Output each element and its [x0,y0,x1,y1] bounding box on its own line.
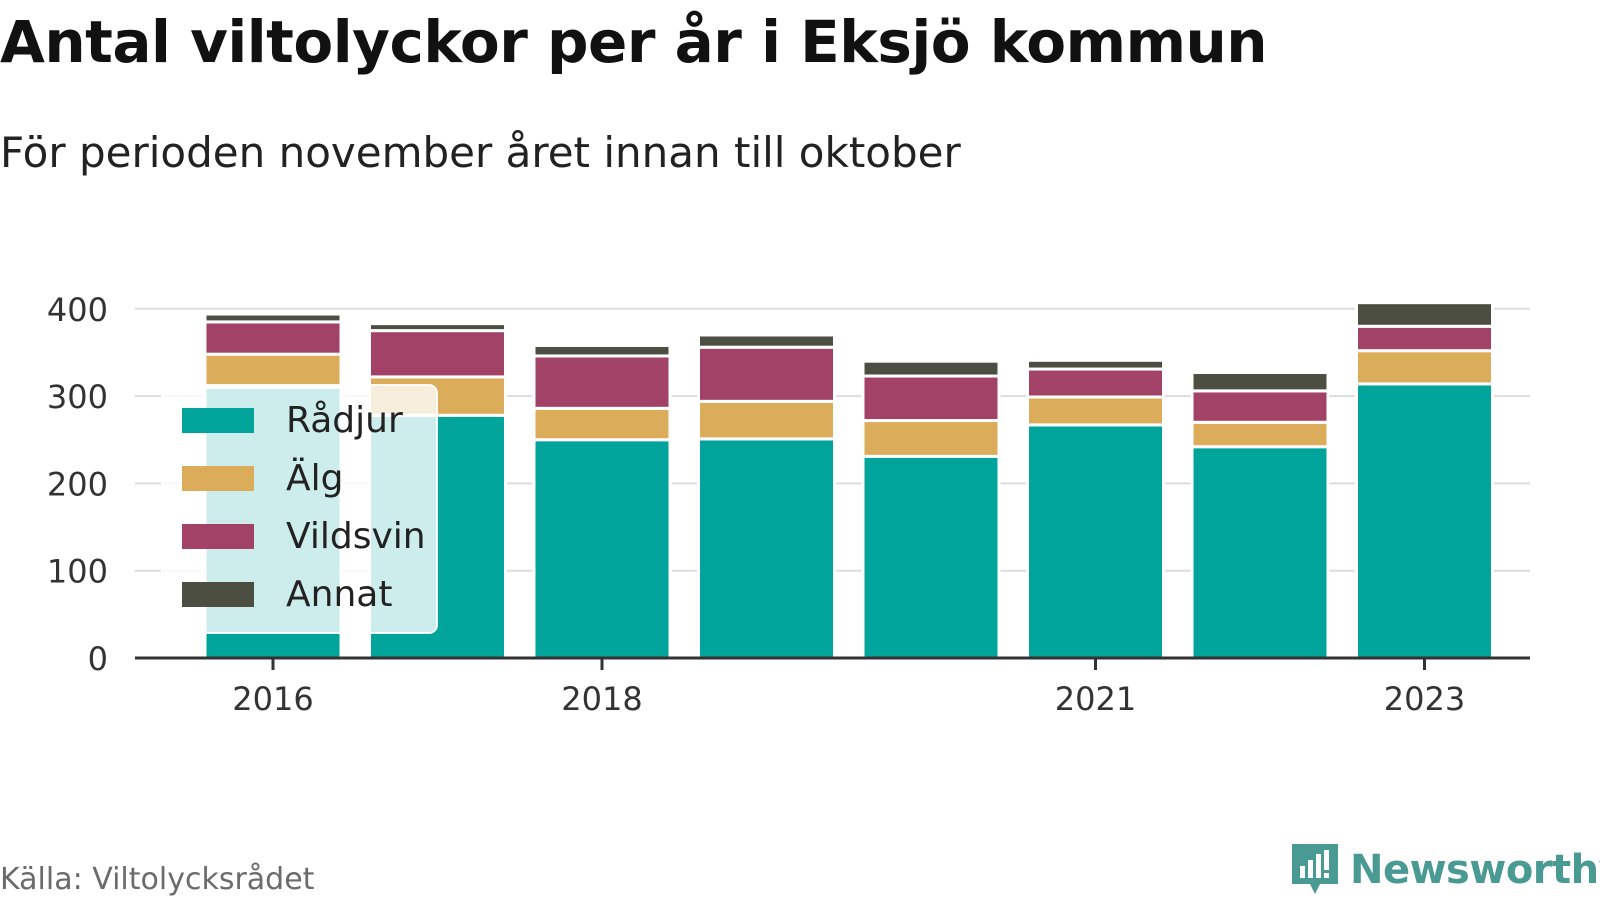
bar-rådjur-2019 [697,437,836,660]
bar-annat-2018 [532,343,672,358]
bar-stack-2021 [1026,358,1165,660]
bar-älg-2023 [1355,349,1494,386]
bar-annat-2016 [203,312,343,324]
bar-stack-2023 [1355,301,1494,660]
bar-älg-2018 [532,406,672,442]
bar-vildsvin-2018 [532,354,672,410]
y-tick-label-100: 100 [47,553,108,591]
legend-swatch-vildsvin [182,524,254,549]
bar-rådjur-2022 [1190,445,1330,660]
legend-label-rådjur: Rådjur [286,400,403,441]
legend-label-vildsvin: Vildsvin [286,516,426,557]
brand-logo: Newsworthy [1290,842,1600,898]
legend-swatch-rådjur [182,408,254,433]
bar-vildsvin-2023 [1355,324,1494,353]
y-tick-label-300: 300 [47,378,108,416]
bar-annat-2017 [368,322,507,333]
bar-älg-2016 [203,352,343,389]
legend-label-annat: Annat [286,574,392,615]
legend-swatch-annat [182,582,254,607]
bar-rådjur-2021 [1026,423,1165,660]
bar-vildsvin-2022 [1190,389,1330,424]
chart-subtitle: För perioden november året innan till ok… [0,128,961,177]
legend-box [161,384,438,634]
bar-annat-2019 [697,333,836,349]
bar-stack-2018 [532,343,672,660]
x-tick-label-2016: 2016 [232,680,313,718]
bar-rådjur-2018 [532,438,672,660]
bar-älg-2022 [1190,420,1330,449]
bar-annat-2022 [1190,371,1330,393]
bar-älg-2019 [697,399,836,441]
x-tick-label-2018: 2018 [561,680,642,718]
bar-vildsvin-2017 [368,329,507,379]
bar-rådjur-2023 [1355,382,1494,660]
brand-name: Newsworthy [1350,847,1600,893]
newsworthy-logo-icon [1292,844,1338,894]
legend: Rådjur Älg Vildsvin Annat [161,384,438,634]
bar-vildsvin-2016 [203,320,343,356]
bar-vildsvin-2020 [861,374,1001,423]
source-note: Källa: Viltolycksrådet [0,862,315,897]
bar-annat-2020 [861,359,1001,378]
bar-älg-2020 [861,419,1001,458]
bar-annat-2023 [1355,301,1494,328]
bar-älg-2021 [1026,395,1165,427]
x-tick-label-2023: 2023 [1384,680,1465,718]
bar-vildsvin-2021 [1026,367,1165,399]
bar-stack-2020 [861,359,1001,660]
axes: 0 100 200 300 400 2016 2018 2021 2023 [47,291,1530,718]
bar-stack-2019 [697,333,836,660]
y-tick-label-0: 0 [88,640,108,678]
x-tick-label-2021: 2021 [1055,680,1136,718]
bar-annat-2021 [1026,358,1165,371]
chart-title: Antal viltolyckor per år i Eksjö kommun [0,8,1268,76]
bar-vildsvin-2019 [697,345,836,403]
y-tick-label-200: 200 [47,465,108,503]
legend-label-älg: Älg [286,457,343,499]
bar-rådjur-2020 [861,454,1001,660]
bar-stack-2022 [1190,371,1330,660]
y-tick-label-400: 400 [47,291,108,329]
legend-swatch-älg [182,466,254,491]
